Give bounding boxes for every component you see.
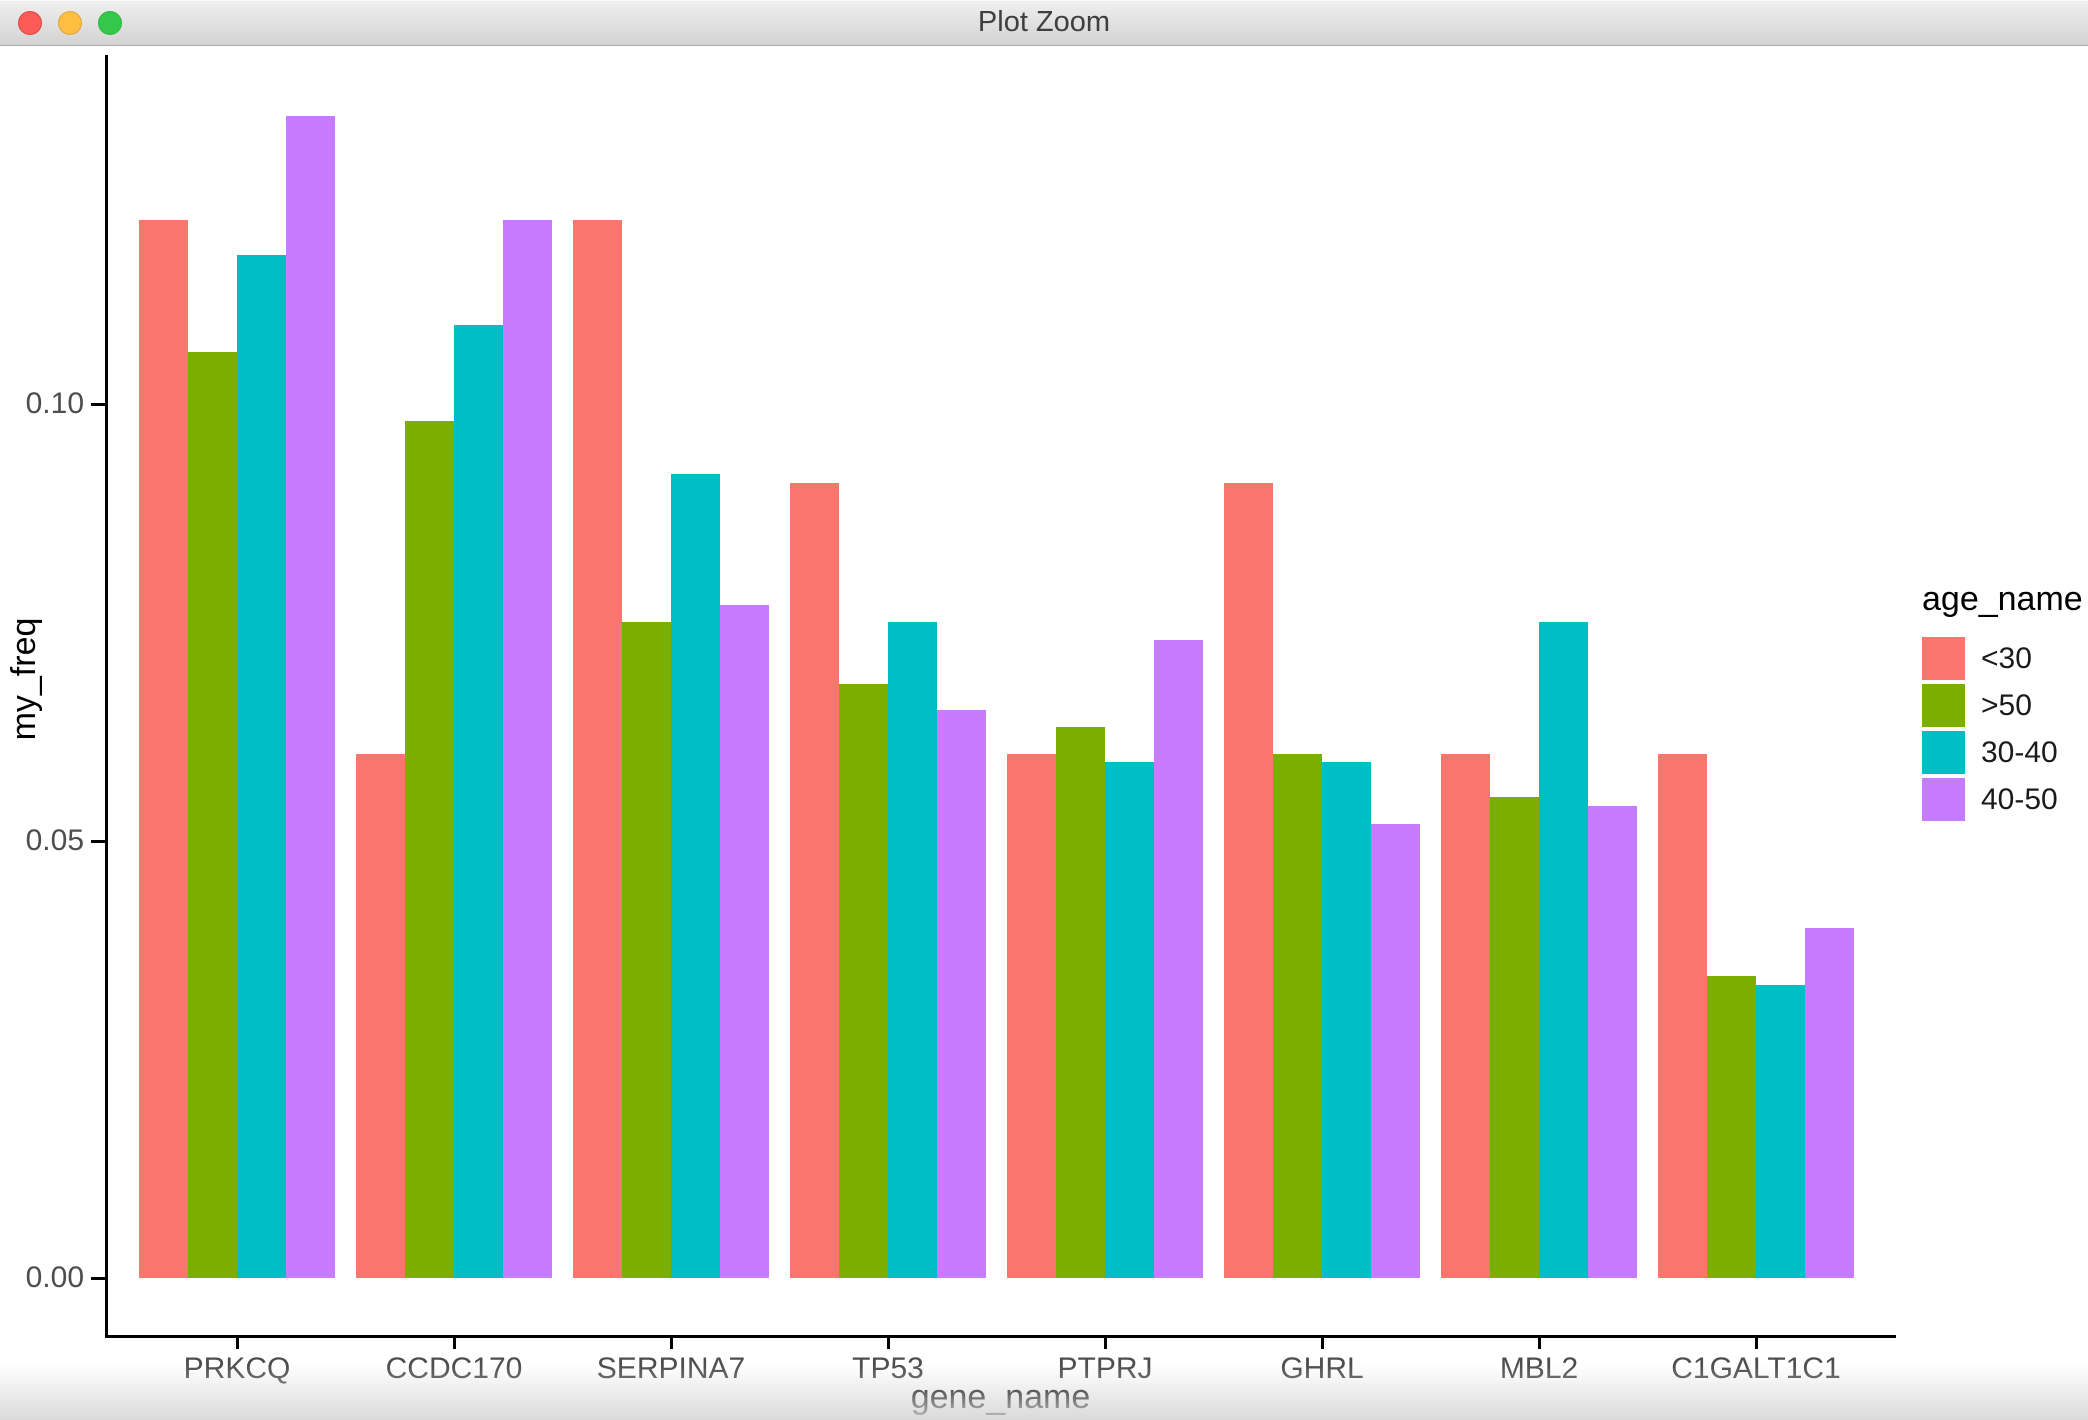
x-tick-SERPINA7 bbox=[670, 1338, 673, 1349]
bar-40-50-TP53 bbox=[936, 710, 986, 1278]
bar-40-50-MBL2 bbox=[1587, 806, 1637, 1278]
legend-label-40-50: 40-50 bbox=[1981, 782, 2058, 816]
bar-<30-MBL2 bbox=[1441, 754, 1491, 1278]
bar-<30-SERPINA7 bbox=[573, 220, 623, 1278]
bar-30-40-MBL2 bbox=[1539, 622, 1588, 1278]
bar-<30-GHRL bbox=[1224, 483, 1274, 1278]
legend-title: age_name bbox=[1922, 580, 2083, 618]
y-tick-0.00 bbox=[91, 1277, 105, 1280]
bar-30-40-TP53 bbox=[888, 622, 937, 1278]
bar-40-50-PRKCQ bbox=[285, 116, 335, 1278]
legend: age_name <30 >50 30-40 40-50 bbox=[1922, 580, 2088, 823]
x-tick-CCDC170 bbox=[453, 1338, 456, 1349]
y-tick-label-0.10: 0.10 bbox=[25, 387, 84, 420]
y-axis-line bbox=[105, 55, 108, 1338]
bar->50-PRKCQ bbox=[188, 352, 237, 1278]
x-tick-PTPRJ bbox=[1104, 1338, 1107, 1349]
bar-<30-C1GALT1C1 bbox=[1658, 754, 1708, 1278]
legend-swatch-30-40 bbox=[1922, 731, 1965, 774]
window-titlebar: Plot Zoom bbox=[0, 0, 2088, 46]
bar-<30-PTPRJ bbox=[1007, 754, 1057, 1278]
bar-<30-PRKCQ bbox=[139, 220, 189, 1278]
window-title: Plot Zoom bbox=[977, 6, 1111, 38]
bar-40-50-PTPRJ bbox=[1153, 640, 1203, 1278]
legend-swatch->50 bbox=[1922, 684, 1965, 727]
legend-label-30-40: 30-40 bbox=[1981, 735, 2058, 769]
legend-rows: <30 >50 30-40 40-50 bbox=[1922, 635, 2088, 823]
y-tick-0.10 bbox=[91, 403, 105, 406]
bar->50-CCDC170 bbox=[405, 421, 454, 1278]
bar-40-50-GHRL bbox=[1370, 824, 1420, 1278]
legend-row-30-40: 30-40 bbox=[1922, 729, 2088, 776]
legend-swatch-40-50 bbox=[1922, 778, 1965, 821]
y-tick-0.05 bbox=[91, 840, 105, 843]
x-tick-PRKCQ bbox=[236, 1338, 239, 1349]
x-tick-TP53 bbox=[887, 1338, 890, 1349]
x-tick-MBL2 bbox=[1538, 1338, 1541, 1349]
y-tick-label-0.00: 0.00 bbox=[25, 1261, 84, 1294]
bar->50-MBL2 bbox=[1490, 797, 1539, 1278]
bar-30-40-C1GALT1C1 bbox=[1756, 985, 1805, 1278]
bar->50-C1GALT1C1 bbox=[1707, 976, 1756, 1278]
legend-row-<30: <30 bbox=[1922, 635, 2088, 682]
close-button[interactable] bbox=[18, 11, 42, 35]
bar-30-40-PTPRJ bbox=[1105, 762, 1154, 1278]
legend-label->50: >50 bbox=[1981, 688, 2032, 722]
y-axis-title: my_freq bbox=[5, 617, 43, 741]
legend-label-<30: <30 bbox=[1981, 641, 2032, 675]
zoom-button[interactable] bbox=[98, 11, 122, 35]
legend-row->50: >50 bbox=[1922, 682, 2088, 729]
bar->50-GHRL bbox=[1273, 754, 1322, 1278]
bar-30-40-GHRL bbox=[1322, 762, 1371, 1278]
bar->50-TP53 bbox=[839, 684, 888, 1278]
bar->50-PTPRJ bbox=[1056, 727, 1105, 1278]
minimize-button[interactable] bbox=[58, 11, 82, 35]
bar-30-40-SERPINA7 bbox=[671, 474, 720, 1278]
legend-swatch-<30 bbox=[1922, 637, 1965, 680]
bar-<30-CCDC170 bbox=[356, 754, 406, 1278]
bar-40-50-CCDC170 bbox=[502, 220, 552, 1278]
y-tick-label-0.05: 0.05 bbox=[25, 824, 84, 857]
x-tick-C1GALT1C1 bbox=[1755, 1338, 1758, 1349]
x-axis-title: gene_name bbox=[910, 1378, 1091, 1416]
x-axis-line bbox=[105, 1335, 1896, 1338]
bar->50-SERPINA7 bbox=[622, 622, 671, 1278]
x-tick-GHRL bbox=[1321, 1338, 1324, 1349]
bar-30-40-PRKCQ bbox=[237, 255, 286, 1278]
bar-40-50-SERPINA7 bbox=[719, 605, 769, 1278]
bar-40-50-C1GALT1C1 bbox=[1804, 928, 1854, 1278]
bar-30-40-CCDC170 bbox=[454, 325, 503, 1278]
bar-<30-TP53 bbox=[790, 483, 840, 1278]
legend-row-40-50: 40-50 bbox=[1922, 776, 2088, 823]
